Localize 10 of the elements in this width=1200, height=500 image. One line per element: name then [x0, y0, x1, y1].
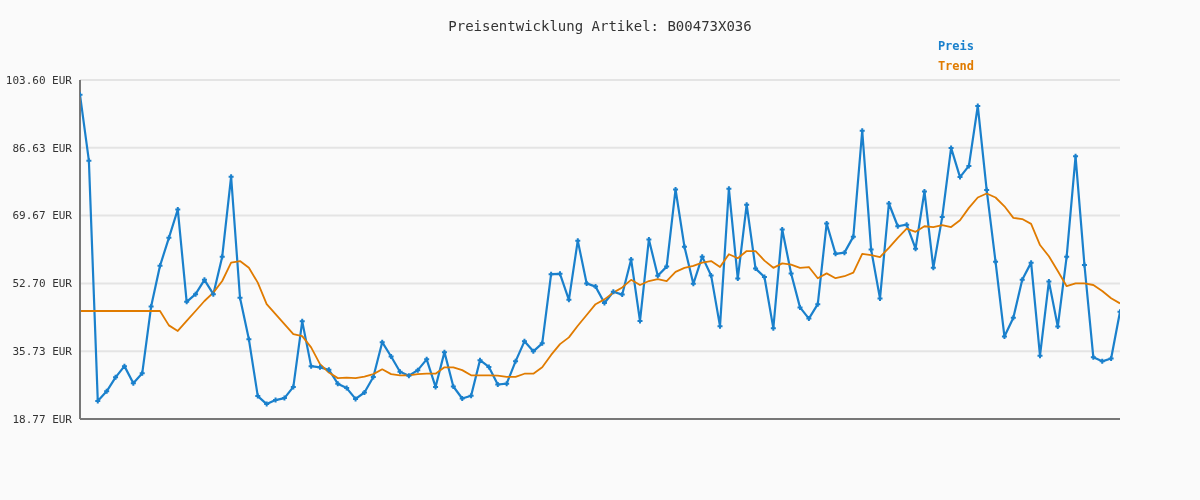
- y-tick-label: 69.67 EUR: [12, 209, 73, 223]
- y-tick-label: 103.60 EUR: [5, 73, 73, 87]
- text: Trend: [937, 58, 974, 75]
- y-tick-label: 86.63 EUR: [12, 141, 73, 155]
- y-tick-label: 35.73 EUR: [12, 345, 73, 359]
- y-tick-label: 18.77 EUR: [12, 412, 73, 426]
- chart-title: Preisentwicklung Artikel: B00473X036: [447, 18, 753, 34]
- y-tick-label: 52.70 EUR: [12, 277, 73, 291]
- line-series: [80, 192, 1120, 380]
- text: Preis: [937, 38, 974, 55]
